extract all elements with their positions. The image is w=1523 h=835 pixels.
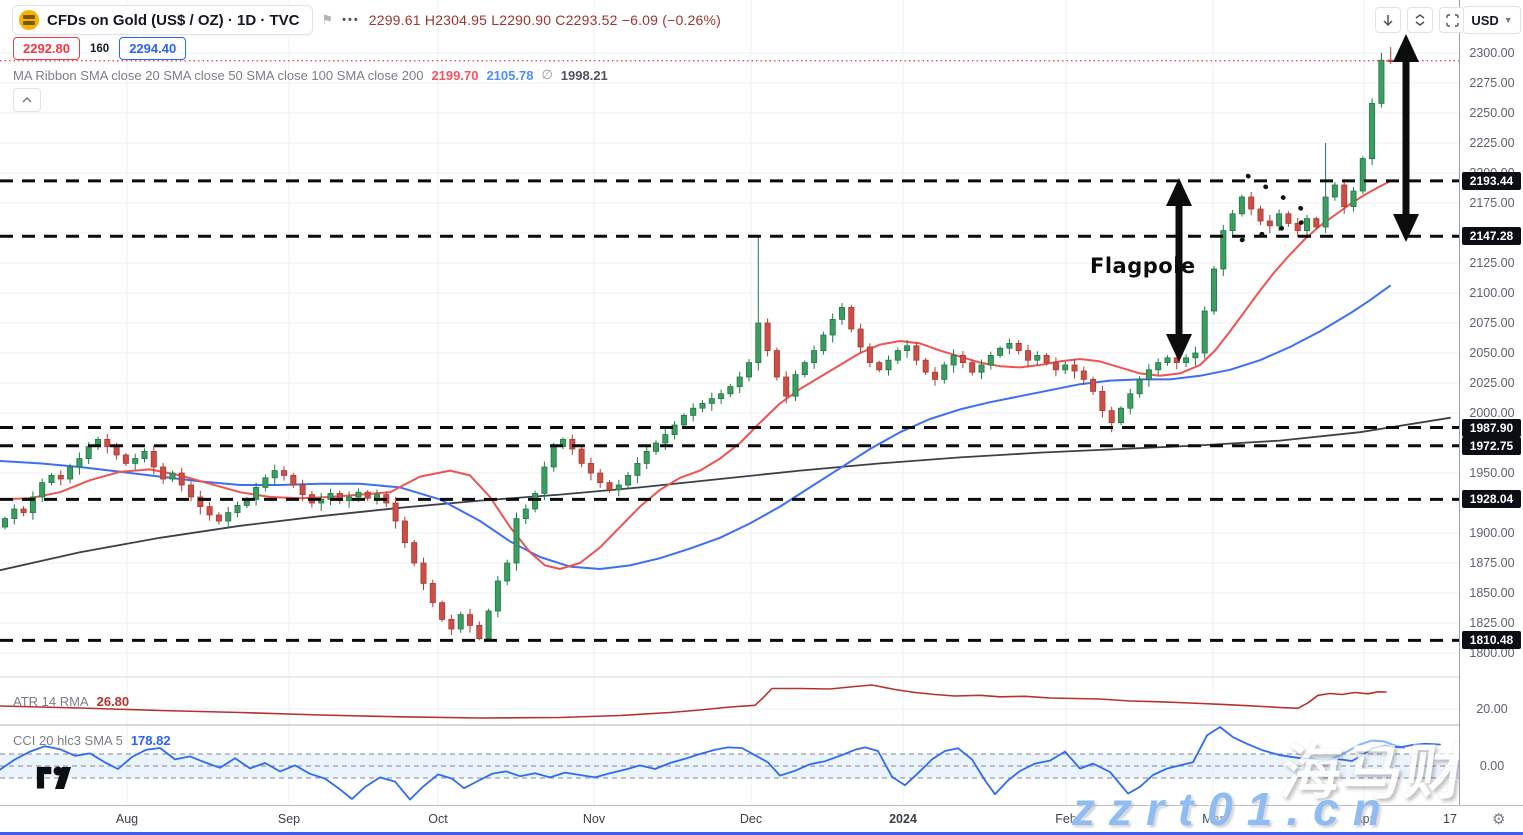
gold-symbol-icon xyxy=(19,10,39,30)
level-price-label: 1810.48 xyxy=(1462,631,1521,650)
price-tick: 1900.00 xyxy=(1469,526,1515,540)
fullscreen-icon xyxy=(1445,13,1459,27)
level-price-label: 2193.44 xyxy=(1462,171,1521,190)
spread-value: 160 xyxy=(90,42,110,55)
sma20-value: 2199.70 xyxy=(431,67,479,83)
symbol-header-row: CFDs on Gold (US$ / OZ) · 1D · TVC ⚑ •••… xyxy=(12,5,722,35)
price-tick: 2250.00 xyxy=(1469,106,1515,120)
ma-ribbon-row[interactable]: MA Ribbon SMA close 20 SMA close 50 SMA … xyxy=(13,67,608,83)
price-tick: 1825.00 xyxy=(1469,616,1515,630)
cci-value: 178.82 xyxy=(130,733,171,748)
time-axis[interactable]: ⚙ Aug Sep Oct Nov Dec 2024 Feb Mar Apr 17 xyxy=(0,805,1523,833)
chart-actions-toolbar xyxy=(1375,7,1465,33)
price-tick: 2275.00 xyxy=(1469,76,1515,90)
price-scale[interactable]: 2300.002275.002250.002225.002200.002175.… xyxy=(1459,0,1523,805)
bottom-edge-bar xyxy=(0,832,1523,835)
more-options-icon[interactable]: ••• xyxy=(342,14,360,26)
symbol-title: CFDs on Gold (US$ / OZ) · 1D · TVC xyxy=(47,11,300,29)
ohlc-values: 2299.61 H2304.95 L2290.90 C2293.52 −6.09… xyxy=(368,12,722,28)
empty-value-icon: ∅ xyxy=(541,67,553,82)
sell-price-button[interactable]: 2292.80 xyxy=(13,37,80,60)
scroll-to-latest-button[interactable] xyxy=(1375,7,1401,33)
time-axis-label: Dec xyxy=(739,812,763,826)
indicator-tick: 0.00 xyxy=(1479,759,1505,773)
currency-dropdown[interactable]: USD ▼ xyxy=(1463,6,1521,34)
price-tick: 1850.00 xyxy=(1469,586,1515,600)
price-tick: 1875.00 xyxy=(1469,556,1515,570)
axis-settings-gear-icon[interactable]: ⚙ xyxy=(1492,811,1506,828)
flag-bookmark-icon[interactable]: ⚑ xyxy=(321,12,334,27)
price-tick: 2300.00 xyxy=(1469,46,1515,60)
indicator-tick: 20.00 xyxy=(1476,702,1508,716)
time-axis-label: Aug xyxy=(115,812,139,826)
atr-value: 26.80 xyxy=(96,694,130,709)
time-axis-label: Feb xyxy=(1055,812,1077,826)
price-tick: 2225.00 xyxy=(1469,136,1515,150)
maximize-pane-button[interactable] xyxy=(1407,7,1433,33)
atr-label: ATR 14 RMA xyxy=(13,694,89,709)
level-price-label: 2147.28 xyxy=(1462,227,1521,246)
quote-bar: 2292.80 160 2294.40 xyxy=(13,37,187,60)
collapse-indicators-button[interactable] xyxy=(13,88,41,112)
cci-label: CCI 20 hlc3 SMA 5 xyxy=(13,733,123,748)
price-tick: 2125.00 xyxy=(1469,256,1515,270)
level-price-label: 1987.90 xyxy=(1462,418,1521,437)
cci-indicator-row[interactable]: CCI 20 hlc3 SMA 5 178.82 xyxy=(13,733,171,748)
price-tick: 2050.00 xyxy=(1469,346,1515,360)
time-axis-label: 2024 xyxy=(889,812,917,826)
main-chart-canvas[interactable] xyxy=(0,0,1459,832)
arrow-down-icon xyxy=(1383,14,1393,26)
buy-price-button[interactable]: 2294.40 xyxy=(119,37,187,60)
price-tick: 2000.00 xyxy=(1469,406,1515,420)
level-price-label: 1928.04 xyxy=(1462,490,1521,509)
currency-label: USD xyxy=(1471,12,1499,28)
tradingview-logo-icon xyxy=(36,766,71,789)
fullscreen-button[interactable] xyxy=(1439,7,1465,33)
time-axis-label: 17 xyxy=(1443,812,1457,826)
flagpole-annotation-label[interactable]: Flagpole xyxy=(1090,254,1196,278)
time-axis-label: Nov xyxy=(582,812,606,826)
atr-indicator-row[interactable]: ATR 14 RMA 26.80 xyxy=(13,694,129,709)
time-axis-label: Sep xyxy=(277,812,301,826)
price-tick: 2100.00 xyxy=(1469,286,1515,300)
price-tick: 2175.00 xyxy=(1469,196,1515,210)
chevron-up-icon xyxy=(22,97,32,103)
expand-chevrons-icon xyxy=(1415,14,1425,26)
price-tick: 1950.00 xyxy=(1469,466,1515,480)
price-tick: 2025.00 xyxy=(1469,376,1515,390)
sma50-value: 2105.78 xyxy=(486,67,534,83)
price-tick: 2075.00 xyxy=(1469,316,1515,330)
time-axis-label: Apr xyxy=(1354,812,1374,826)
url-watermark: zzrt01.cn xyxy=(1072,783,1395,835)
symbol-pill[interactable]: CFDs on Gold (US$ / OZ) · 1D · TVC xyxy=(12,5,313,35)
tradingview-logo[interactable] xyxy=(36,766,78,797)
price-tick: 1800.00 xyxy=(1469,646,1515,660)
level-price-label: 1972.75 xyxy=(1462,436,1521,455)
ma-ribbon-label: MA Ribbon SMA close 20 SMA close 50 SMA … xyxy=(13,67,424,83)
time-axis-label: Oct xyxy=(428,812,448,826)
chevron-down-icon: ▼ xyxy=(1503,15,1513,25)
sma200-value: 1998.21 xyxy=(560,67,608,83)
time-axis-label: Mar xyxy=(1202,812,1224,826)
